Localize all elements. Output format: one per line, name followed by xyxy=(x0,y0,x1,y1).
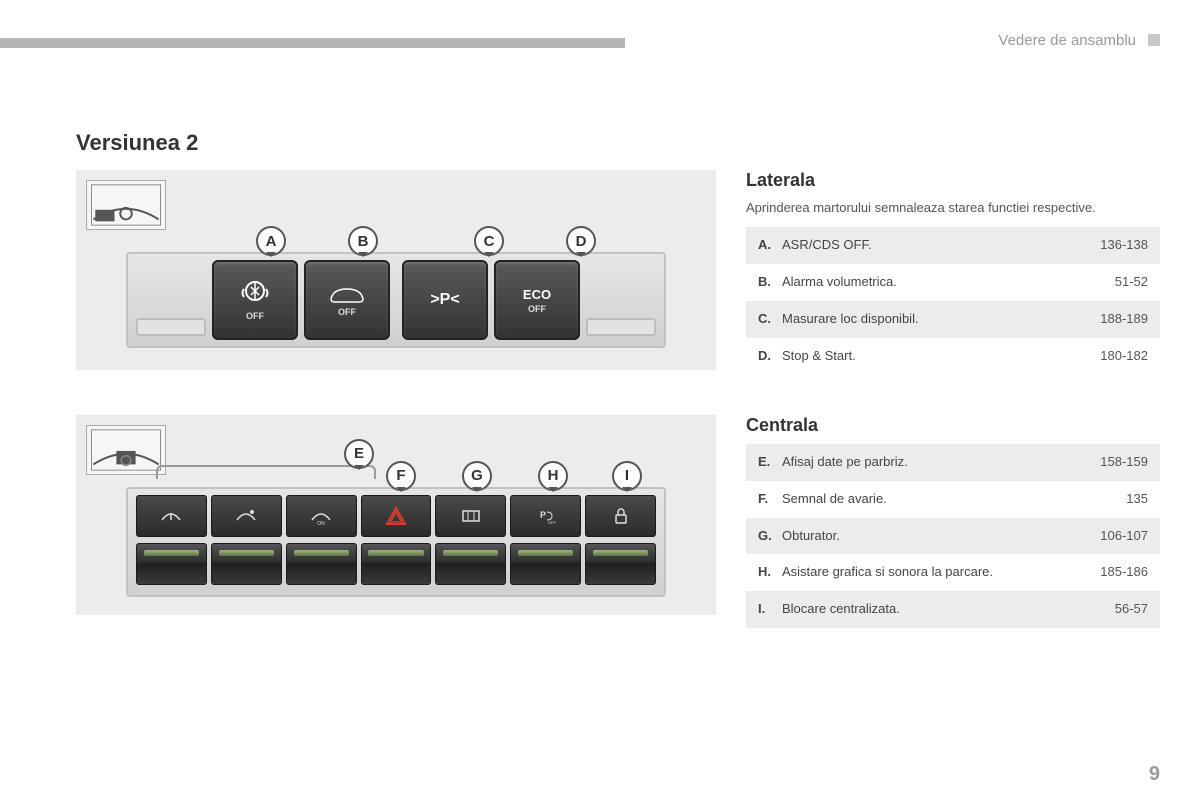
empty-slot xyxy=(136,318,206,336)
svg-text:P: P xyxy=(540,510,546,520)
item-letter: D. xyxy=(758,348,782,363)
callout-d: D xyxy=(566,226,596,256)
button-strip-bottom: ON POFF xyxy=(126,487,666,597)
hazard-triangle-icon xyxy=(385,506,407,526)
item-letter: G. xyxy=(758,528,782,543)
parking-assist-icon: POFF xyxy=(534,507,558,525)
version-title: Versiunea 2 xyxy=(76,130,1160,156)
item-pages: 56-57 xyxy=(1115,601,1148,616)
wiper-on-icon: ON xyxy=(309,506,333,526)
rocker-switch xyxy=(136,543,207,585)
wiper-icon xyxy=(159,506,183,526)
item-label: Masurare loc disponibil. xyxy=(782,311,1100,328)
dashboard-thumbnail-icon xyxy=(86,180,166,230)
item-pages: 185-186 xyxy=(1100,564,1148,579)
rocker-switch xyxy=(286,543,357,585)
list-item: H.Asistare grafica si sonora la parcare.… xyxy=(746,554,1160,591)
item-pages: 158-159 xyxy=(1100,454,1148,469)
item-pages: 51-52 xyxy=(1115,274,1148,289)
list-item: E.Afisaj date pe parbriz.158-159 xyxy=(746,444,1160,481)
callout-b: B xyxy=(348,226,378,256)
item-letter: A. xyxy=(758,237,782,252)
item-letter: H. xyxy=(758,564,782,579)
row-centrala: E F G H I ON xyxy=(76,415,1160,628)
item-label: Obturator. xyxy=(782,528,1100,545)
item-label: Blocare centralizata. xyxy=(782,601,1115,618)
callout-g: G xyxy=(462,461,492,491)
parking-assist-button: POFF xyxy=(510,495,581,537)
rocker-switch xyxy=(510,543,581,585)
lock-icon xyxy=(612,507,630,525)
item-label: Asistare grafica si sonora la parcare. xyxy=(782,564,1100,581)
list-item: A.ASR/CDS OFF.136-138 xyxy=(746,227,1160,264)
list-item: I.Blocare centralizata.56-57 xyxy=(746,591,1160,628)
panel-centrala: E F G H I ON xyxy=(76,415,716,615)
asr-off-button: OFF xyxy=(212,260,298,340)
item-label: Alarma volumetrica. xyxy=(782,274,1115,291)
eco-off-button: ECO OFF xyxy=(494,260,580,340)
side-centrala: Centrala E.Afisaj date pe parbriz.158-15… xyxy=(746,415,1160,628)
central-lock-button xyxy=(585,495,656,537)
bracket-e xyxy=(156,465,376,479)
button-strip-top: OFF OFF >P< ECO OFF xyxy=(126,252,666,348)
item-pages: 180-182 xyxy=(1100,348,1148,363)
list-item: F.Semnal de avarie.135 xyxy=(746,481,1160,518)
wiper-on-button: ON xyxy=(286,495,357,537)
item-letter: I. xyxy=(758,601,782,616)
empty-slot xyxy=(586,318,656,336)
laterala-title: Laterala xyxy=(746,170,1160,191)
item-letter: C. xyxy=(758,311,782,326)
item-label: Semnal de avarie. xyxy=(782,491,1126,508)
shutter-icon xyxy=(460,507,482,525)
callout-i: I xyxy=(612,461,642,491)
list-item: B.Alarma volumetrica.51-52 xyxy=(746,264,1160,301)
shutter-button xyxy=(435,495,506,537)
alarm-off-button: OFF xyxy=(304,260,390,340)
callout-a: A xyxy=(256,226,286,256)
list-item: C.Masurare loc disponibil.188-189 xyxy=(746,301,1160,338)
rocker-switch xyxy=(585,543,656,585)
rocker-switch xyxy=(211,543,282,585)
list-item: D.Stop & Start.180-182 xyxy=(746,338,1160,375)
page-number: 9 xyxy=(1149,763,1160,786)
list-item: G.Obturator.106-107 xyxy=(746,518,1160,555)
item-label: ASR/CDS OFF. xyxy=(782,237,1100,254)
item-letter: F. xyxy=(758,491,782,506)
wiper-rear-icon xyxy=(234,506,258,526)
item-pages: 135 xyxy=(1126,491,1148,506)
item-pages: 136-138 xyxy=(1100,237,1148,252)
hazard-button xyxy=(361,495,432,537)
side-laterala: Laterala Aprinderea martorului semnaleaz… xyxy=(746,170,1160,375)
callout-f: F xyxy=(386,461,416,491)
item-letter: E. xyxy=(758,454,782,469)
svg-text:ON: ON xyxy=(317,521,325,526)
rocker-switch xyxy=(361,543,432,585)
item-label: Afisaj date pe parbriz. xyxy=(782,454,1100,471)
item-pages: 106-107 xyxy=(1100,528,1148,543)
traction-control-icon xyxy=(241,279,269,309)
parking-space-button: >P< xyxy=(402,260,488,340)
callout-c: C xyxy=(474,226,504,256)
parking-measure-icon: >P< xyxy=(430,291,459,309)
svg-text:OFF: OFF xyxy=(548,520,557,525)
breadcrumb: Vedere de ansamblu xyxy=(998,32,1136,49)
item-label: Stop & Start. xyxy=(782,348,1100,365)
dashboard-thumbnail-icon xyxy=(86,425,166,475)
car-outline-icon xyxy=(327,283,367,305)
item-pages: 188-189 xyxy=(1100,311,1148,326)
rocker-switch xyxy=(435,543,506,585)
header-marker xyxy=(1148,34,1160,46)
laterala-lead: Aprinderea martorului semnaleaza starea … xyxy=(746,199,1160,217)
wiper-front-button xyxy=(136,495,207,537)
callout-e: E xyxy=(344,439,374,469)
panel-laterala: A B C D OFF xyxy=(76,170,716,370)
wiper-rear-button xyxy=(211,495,282,537)
top-bar xyxy=(0,38,625,48)
row-laterala: A B C D OFF xyxy=(76,170,1160,375)
centrala-title: Centrala xyxy=(746,415,1160,436)
item-letter: B. xyxy=(758,274,782,289)
callout-h: H xyxy=(538,461,568,491)
